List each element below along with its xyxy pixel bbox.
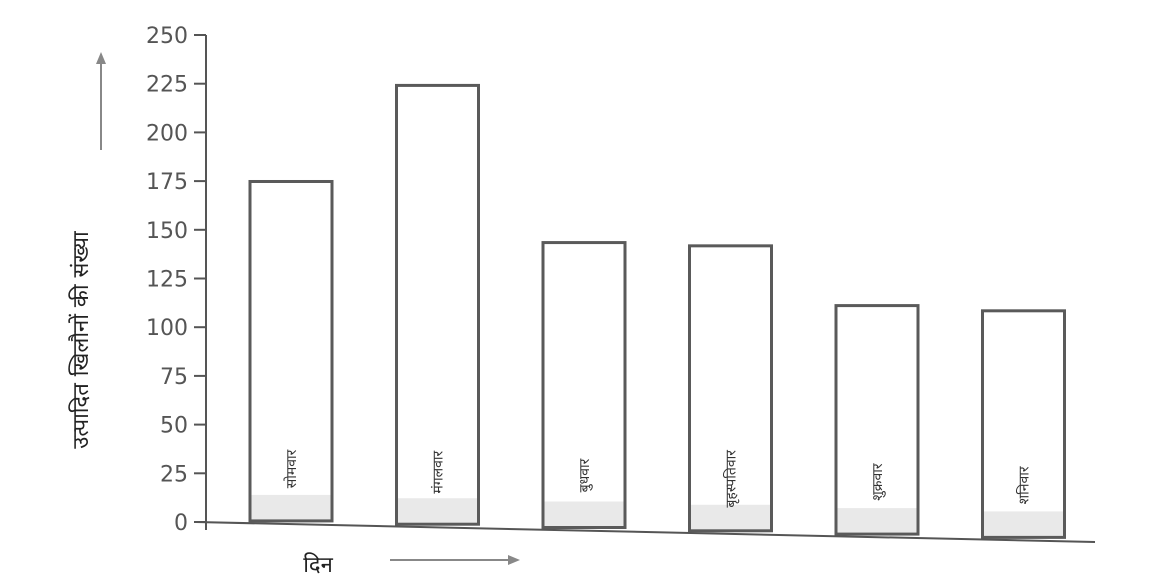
bar-base-shade [543,501,625,528]
bar [248,179,334,523]
x-category-label: मंगलवार [431,450,447,493]
x-category-label: बृहस्पतिवार [723,450,740,508]
y-tick-label: 250 [146,24,188,49]
y-arrow [96,52,106,150]
y-axis-label: उत्पादित खिलौनों की संख्या [68,231,94,449]
x-axis [195,521,1096,543]
bar [981,309,1066,539]
y-tick-label: 25 [160,462,188,487]
bar [834,304,920,536]
bar-group: मंगलवार [395,83,480,526]
bar-group: बृहस्पतिवार [688,244,773,533]
y-tick-label: 75 [160,365,188,390]
bar-base-shade [689,504,772,531]
x-category-label: सोमवार [283,449,300,488]
bar [541,241,627,530]
bar-base-shade [250,494,332,521]
y-tick-label: 200 [146,121,188,146]
bar-base-shade [396,498,479,525]
bar [688,244,773,533]
y-tick-label: 0 [174,511,188,536]
y-tick-label: 50 [160,414,188,439]
bar-group: बुधवार [541,241,627,530]
x-category-label: बुधवार [577,458,593,492]
y-tick-label: 175 [146,170,188,195]
y-tick-label: 100 [146,316,188,341]
bars: सोमवार मंगलवार बुधवार बृहस्पतिवार शुक्रवार शन… [248,83,1066,539]
x-category-label: शुक्रवार [870,463,886,501]
bar [395,83,480,526]
x-category-label: शनिवार [1016,466,1033,504]
bar-base-shade [982,511,1065,538]
y-tick-label: 150 [146,219,188,244]
bar-group: शनिवार [981,309,1066,539]
y-axis-ticks: 0 25 50 75 100 125 150 175 200 225 250 [146,24,206,536]
x-arrow [390,555,520,565]
x-axis-label: दिन [303,552,333,578]
bar-group: शुक्रवार [834,304,920,536]
bar-group: सोमवार [248,179,334,523]
bar-base-shade [836,508,918,535]
y-tick-label: 225 [146,73,188,98]
y-tick-label: 125 [146,268,188,293]
